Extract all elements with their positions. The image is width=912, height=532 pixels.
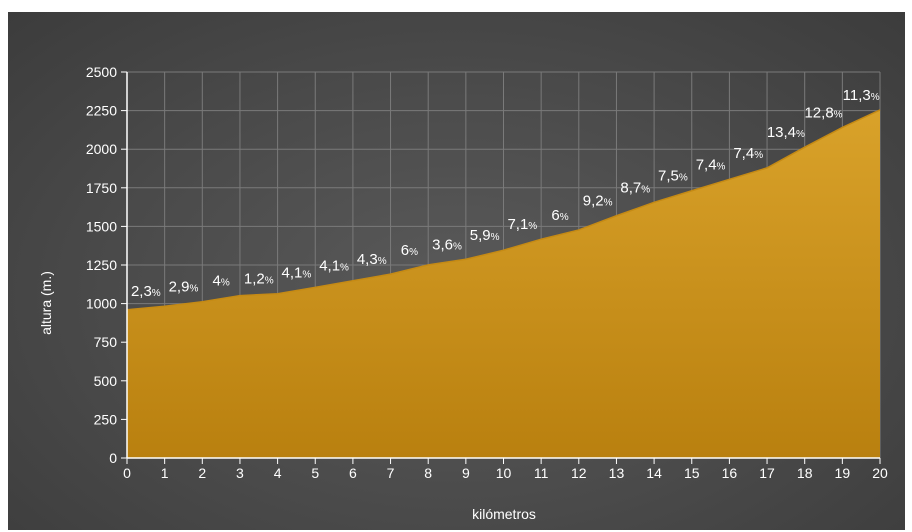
grade-label: 6% bbox=[401, 242, 418, 259]
grade-label: 4,3% bbox=[357, 251, 387, 268]
y-tick-label: 1750 bbox=[86, 180, 117, 196]
grade-label: 13,4% bbox=[767, 124, 805, 141]
x-tick-label: 19 bbox=[835, 465, 851, 481]
x-tick-label: 1 bbox=[161, 465, 169, 481]
y-tick-label: 1000 bbox=[86, 296, 117, 312]
grade-label: 7,4% bbox=[696, 156, 726, 173]
y-axis-title: altura (m.) bbox=[38, 271, 54, 335]
grade-label: 7,5% bbox=[658, 168, 688, 185]
x-tick-label: 4 bbox=[274, 465, 282, 481]
x-tick-label: 20 bbox=[872, 465, 888, 481]
x-tick-label: 8 bbox=[424, 465, 432, 481]
grade-label: 8,7% bbox=[620, 179, 650, 196]
grade-label: 3,6% bbox=[432, 236, 462, 253]
x-tick-label: 12 bbox=[571, 465, 587, 481]
x-tick-label: 10 bbox=[496, 465, 512, 481]
y-tick-label: 250 bbox=[94, 411, 118, 427]
x-tick-label: 6 bbox=[349, 465, 357, 481]
x-tick-label: 2 bbox=[198, 465, 206, 481]
y-tick-label: 1250 bbox=[86, 257, 117, 273]
elevation-area bbox=[126, 109, 881, 459]
x-tick-label: 5 bbox=[311, 465, 319, 481]
y-tick-label: 500 bbox=[94, 373, 118, 389]
elevation-fill bbox=[127, 109, 880, 459]
elevation-line bbox=[126, 109, 881, 311]
x-tick-label: 17 bbox=[759, 465, 775, 481]
grade-label: 4,1% bbox=[282, 264, 312, 281]
tick-labels: 0 1 2 3 4 5 6 7 8 9 10 11 12 13 14 15 16 17 18 19 2002505007… bbox=[86, 64, 888, 481]
grade-labels: 2,3% 2,9% 4% 1,2% 4,1% 4,1% 4,3% 6% 3,6% 5,9% 7,1%… bbox=[131, 87, 880, 300]
grade-label: 12,8% bbox=[804, 104, 842, 121]
x-tick-label: 9 bbox=[462, 465, 470, 481]
y-tick-label: 750 bbox=[94, 334, 118, 350]
x-tick-label: 16 bbox=[722, 465, 738, 481]
x-axis-title: kilómetros bbox=[472, 506, 536, 522]
x-tick-label: 0 bbox=[123, 465, 131, 481]
grade-label: 2,3% bbox=[131, 283, 161, 300]
grade-label: 1,2% bbox=[244, 271, 274, 288]
y-tick-label: 2500 bbox=[86, 64, 117, 80]
x-tick-label: 11 bbox=[534, 465, 549, 481]
grade-label: 7,4% bbox=[733, 145, 763, 162]
grade-label: 6% bbox=[551, 207, 568, 224]
x-tick-label: 3 bbox=[236, 465, 244, 481]
grade-label: 5,9% bbox=[470, 227, 500, 244]
y-tick-label: 0 bbox=[109, 450, 117, 466]
x-tick-label: 15 bbox=[684, 465, 700, 481]
x-tick-label: 18 bbox=[797, 465, 813, 481]
y-tick-label: 2000 bbox=[86, 141, 117, 157]
x-tick-label: 7 bbox=[387, 465, 395, 481]
grade-label: 7,1% bbox=[507, 216, 537, 233]
grade-label: 11,3% bbox=[843, 87, 880, 104]
x-tick-label: 13 bbox=[609, 465, 625, 481]
grade-label: 4,1% bbox=[319, 258, 349, 275]
axes bbox=[121, 71, 881, 464]
y-tick-label: 1500 bbox=[86, 218, 117, 234]
grade-label: 2,9% bbox=[169, 279, 199, 296]
y-tick-label: 2250 bbox=[86, 103, 117, 119]
x-tick-label: 14 bbox=[646, 465, 662, 481]
grade-label: 9,2% bbox=[583, 193, 613, 210]
grade-label: 4% bbox=[213, 273, 230, 290]
